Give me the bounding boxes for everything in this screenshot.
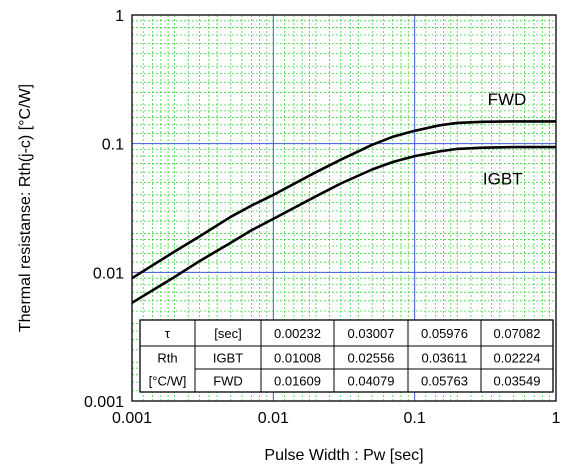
time-constant-table: τ [sec] 0.00232 0.03007 0.05976 0.07082 Rth IGB…: [139, 319, 554, 393]
table-cell: 0.05976: [421, 326, 468, 341]
curves: [131, 120, 556, 304]
table-frame: [139, 319, 554, 393]
table-cell: 0.02224: [494, 351, 541, 366]
table-cell: 0.02556: [348, 351, 395, 366]
table-cell: [sec]: [214, 326, 241, 341]
x-tick-label: 0.01: [258, 410, 289, 427]
table-cell: τ: [165, 326, 171, 341]
table-cell: 0.05763: [421, 374, 468, 389]
series-line-igbt: [131, 145, 556, 304]
y-tick-label: 0.01: [93, 265, 124, 282]
plot-frame: [131, 14, 557, 402]
x-tick-label: 0.001: [112, 410, 152, 427]
table-cell: 0.03611: [421, 351, 467, 366]
table-cell: 0.07082: [494, 326, 541, 341]
table-cell: 0.01609: [274, 374, 321, 389]
y-tick-label: 1: [115, 8, 124, 25]
table-cell: [°C/W]: [149, 374, 187, 389]
x-tick-label: 1: [552, 410, 561, 427]
y-axis-label: Thermal resistanse: Rth(j-c) [°C/W]: [17, 84, 34, 332]
table-cell: 0.00232: [274, 326, 321, 341]
table-cell: 0.03549: [494, 374, 541, 389]
table-cell: 0.04079: [348, 374, 395, 389]
curve-labels: FWD IGBT: [483, 90, 526, 189]
x-tick-label: 0.1: [404, 410, 426, 427]
series-label-igbt: IGBT: [483, 170, 523, 189]
table-cell: IGBT: [213, 351, 243, 366]
series-label-fwd: FWD: [488, 90, 527, 109]
table-cell: 0.03007: [348, 326, 395, 341]
table-cell: FWD: [213, 374, 243, 389]
tick-labels: 0.001 0.01 0.1 1 0.001 0.01 0.1 1: [84, 8, 561, 427]
table-cell: 0.01008: [274, 351, 321, 366]
x-axis-label: Pulse Width : Pw [sec]: [264, 447, 423, 464]
y-tick-label: 0.1: [102, 137, 124, 154]
table-cell: Rth: [157, 351, 177, 366]
series-line-fwd: [131, 120, 556, 280]
y-tick-label: 0.001: [84, 394, 124, 411]
